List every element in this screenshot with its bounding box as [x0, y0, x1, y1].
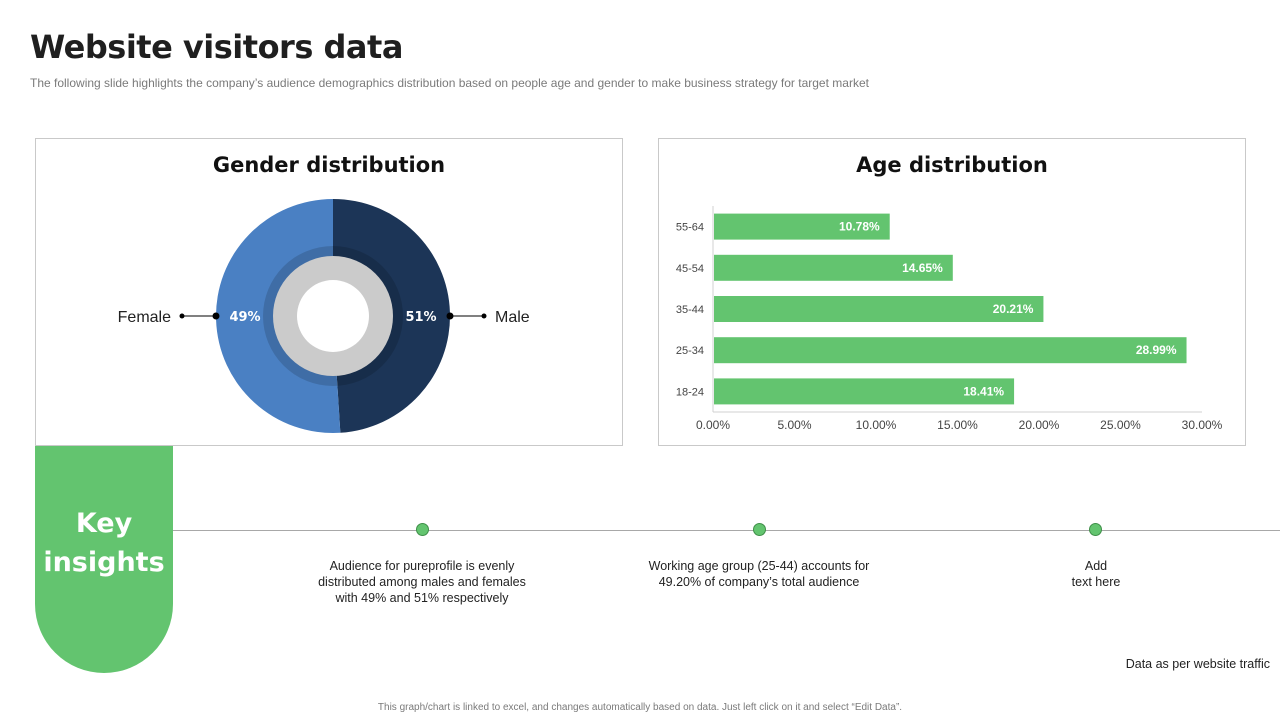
male-percent-label: 51% — [405, 310, 436, 325]
insight-age: Working age group (25-44) accounts for 4… — [644, 558, 874, 590]
donut-hole — [297, 280, 369, 352]
footer-note: This graph/chart is linked to excel, and… — [0, 702, 1280, 713]
gender-donut-chart[interactable]: 49% Female 51% Male — [36, 139, 622, 445]
age-category-label: 18-24 — [676, 386, 704, 398]
key-insights-label: Key insights — [35, 504, 173, 582]
age-bar-value-label: 18.41% — [963, 384, 1004, 398]
female-legend-label: Female — [118, 309, 171, 326]
age-bar-value-label: 14.65% — [902, 261, 943, 275]
age-bar-value-label: 10.78% — [839, 220, 880, 234]
timeline-dot — [753, 523, 766, 536]
x-tick-label: 10.00% — [856, 418, 897, 432]
male-legend-label: Male — [495, 309, 530, 326]
timeline-dot — [1089, 523, 1102, 536]
x-tick-label: 5.00% — [777, 418, 811, 432]
x-tick-label: 30.00% — [1182, 418, 1223, 432]
x-tick-label: 20.00% — [1019, 418, 1060, 432]
page-title: Website visitors data — [30, 28, 403, 66]
x-tick-label: 0.00% — [696, 418, 730, 432]
age-category-label: 25-34 — [676, 345, 704, 357]
age-distribution-panel: Age distribution 18.41% 18-24 28.99% 25-34 2… — [658, 138, 1246, 446]
leader-dot — [447, 313, 454, 320]
female-percent-label: 49% — [229, 310, 260, 325]
leader-dot — [180, 314, 185, 319]
insight-placeholder: Add text here — [981, 558, 1211, 590]
age-category-label: 35-44 — [676, 304, 704, 316]
age-bar-chart[interactable]: 18.41% 18-24 28.99% 25-34 20.21% 35-44 14.65% 4… — [659, 139, 1245, 445]
age-bar-value-label: 28.99% — [1136, 343, 1177, 357]
age-category-label: 45-54 — [676, 263, 704, 275]
gender-distribution-panel: Gender distribution 49% Female 51% Male — [35, 138, 623, 446]
age-bar-25-34[interactable] — [714, 337, 1187, 363]
key-insights-tab: Key insights — [35, 446, 173, 673]
leader-dot — [213, 313, 220, 320]
x-tick-label: 25.00% — [1100, 418, 1141, 432]
data-source-note: Data as per website traffic — [1126, 657, 1270, 671]
leader-dot — [482, 314, 487, 319]
age-bar-value-label: 20.21% — [993, 302, 1034, 316]
timeline-line — [173, 530, 1280, 531]
x-tick-label: 15.00% — [937, 418, 978, 432]
page-subtitle: The following slide highlights the compa… — [30, 76, 869, 90]
insight-gender: Audience for pureprofile is evenly distr… — [307, 558, 537, 606]
age-category-label: 55-64 — [676, 222, 704, 234]
timeline-dot — [416, 523, 429, 536]
